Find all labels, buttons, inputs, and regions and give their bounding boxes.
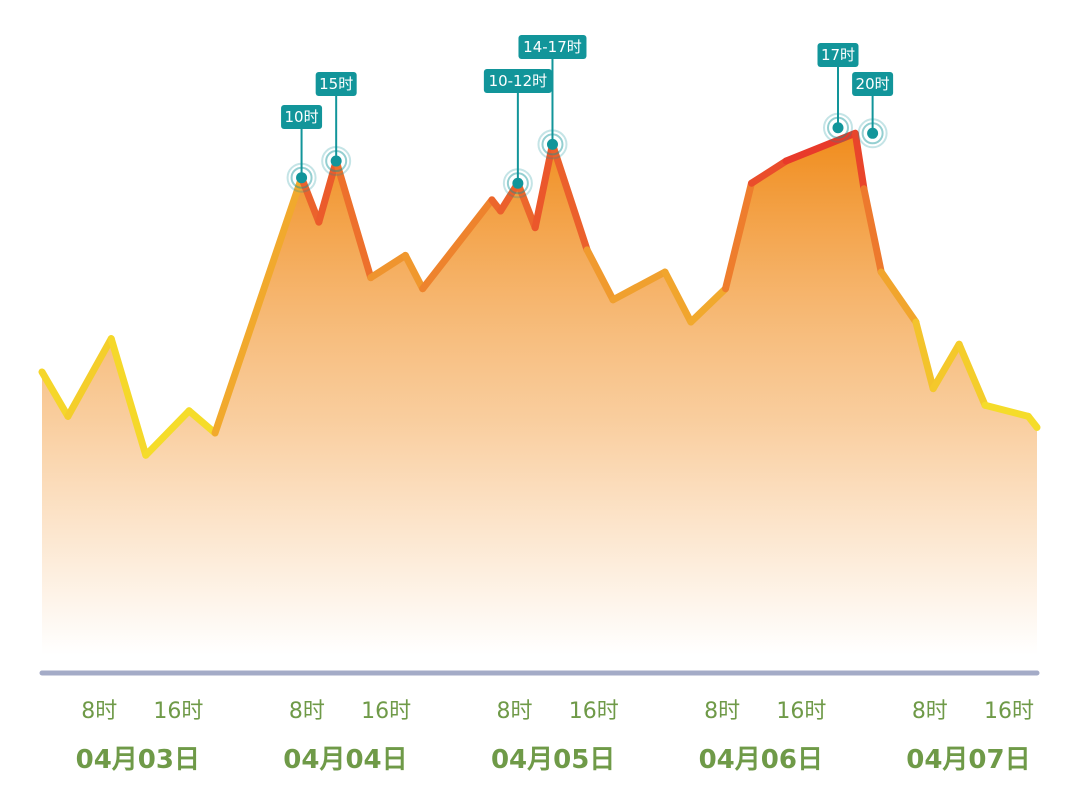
peak-label-box	[315, 72, 357, 96]
peak-label-box	[281, 105, 323, 129]
peak-label-box	[518, 35, 587, 59]
series-line-segment	[142, 407, 193, 459]
series-line-segment	[851, 129, 868, 193]
hour-tick-label: 8时	[912, 699, 948, 724]
hour-tick-label: 16时	[776, 699, 826, 724]
series-line-segment	[64, 335, 115, 420]
series-line-segment	[1024, 412, 1041, 431]
series-line-segment	[367, 251, 409, 282]
series-line-segment	[877, 268, 920, 326]
day-label: 04月04日	[283, 745, 407, 775]
series-line-segment	[583, 246, 617, 304]
series-line-segment	[782, 129, 859, 165]
day-label: 04月06日	[699, 745, 823, 775]
hour-tick-label: 16时	[984, 699, 1034, 724]
series-line-segment	[38, 368, 72, 420]
series-line-segment	[860, 185, 885, 276]
peak-marker: 14-17时	[518, 35, 587, 160]
peak-marker: 10-12时	[483, 69, 552, 199]
day-label: 04月05日	[491, 745, 615, 775]
hour-tick-label: 8时	[81, 699, 117, 724]
peak-marker: 20时	[852, 72, 894, 149]
series-line-segment	[185, 407, 219, 437]
peak-label: 20时	[856, 75, 890, 93]
peak-label: 15时	[319, 75, 353, 93]
peak-label: 10时	[285, 108, 319, 126]
peak-label-box	[852, 72, 894, 96]
peak-marker: 10时	[281, 105, 323, 193]
hour-tick-label: 16时	[153, 699, 203, 724]
series-line-segment	[531, 140, 556, 232]
series-line-segment	[211, 174, 306, 437]
series-line-segment	[298, 174, 323, 226]
hour-tick-label: 16时	[361, 699, 411, 724]
series-line-segment	[687, 285, 730, 326]
hour-tick-label: 8时	[704, 699, 740, 724]
peak-label-box	[483, 69, 552, 93]
peak-marker: 17时	[817, 43, 859, 143]
peak-label: 14-17时	[523, 38, 582, 56]
series-line-segment	[981, 401, 1032, 420]
day-label: 04月07日	[906, 745, 1030, 775]
series-line-segment	[332, 157, 375, 282]
series-line-segment	[548, 140, 591, 254]
hour-tick-label: 8时	[289, 699, 325, 724]
series-line-segment	[609, 268, 669, 304]
series-line-segment	[315, 157, 340, 226]
series-line-segment	[107, 335, 150, 459]
day-label: 04月03日	[76, 745, 200, 775]
peak-marker: 15时	[315, 72, 357, 177]
series-line-segment	[419, 196, 496, 293]
series-line-segment	[514, 179, 539, 232]
area-fill	[42, 133, 1037, 656]
peak-label-box	[817, 43, 859, 67]
peak-label: 17时	[821, 46, 855, 64]
peak-label: 10-12时	[489, 72, 548, 90]
series-line-segment	[747, 157, 790, 187]
series-line-segment	[722, 179, 755, 293]
series-line-segment	[955, 340, 989, 409]
series-line-segment	[912, 318, 937, 393]
hour-tick-label: 8时	[497, 699, 533, 724]
series-line-segment	[661, 268, 695, 326]
series-line-segment	[401, 251, 427, 293]
hour-tick-label: 16时	[569, 699, 619, 724]
series-line-segment	[929, 340, 963, 393]
